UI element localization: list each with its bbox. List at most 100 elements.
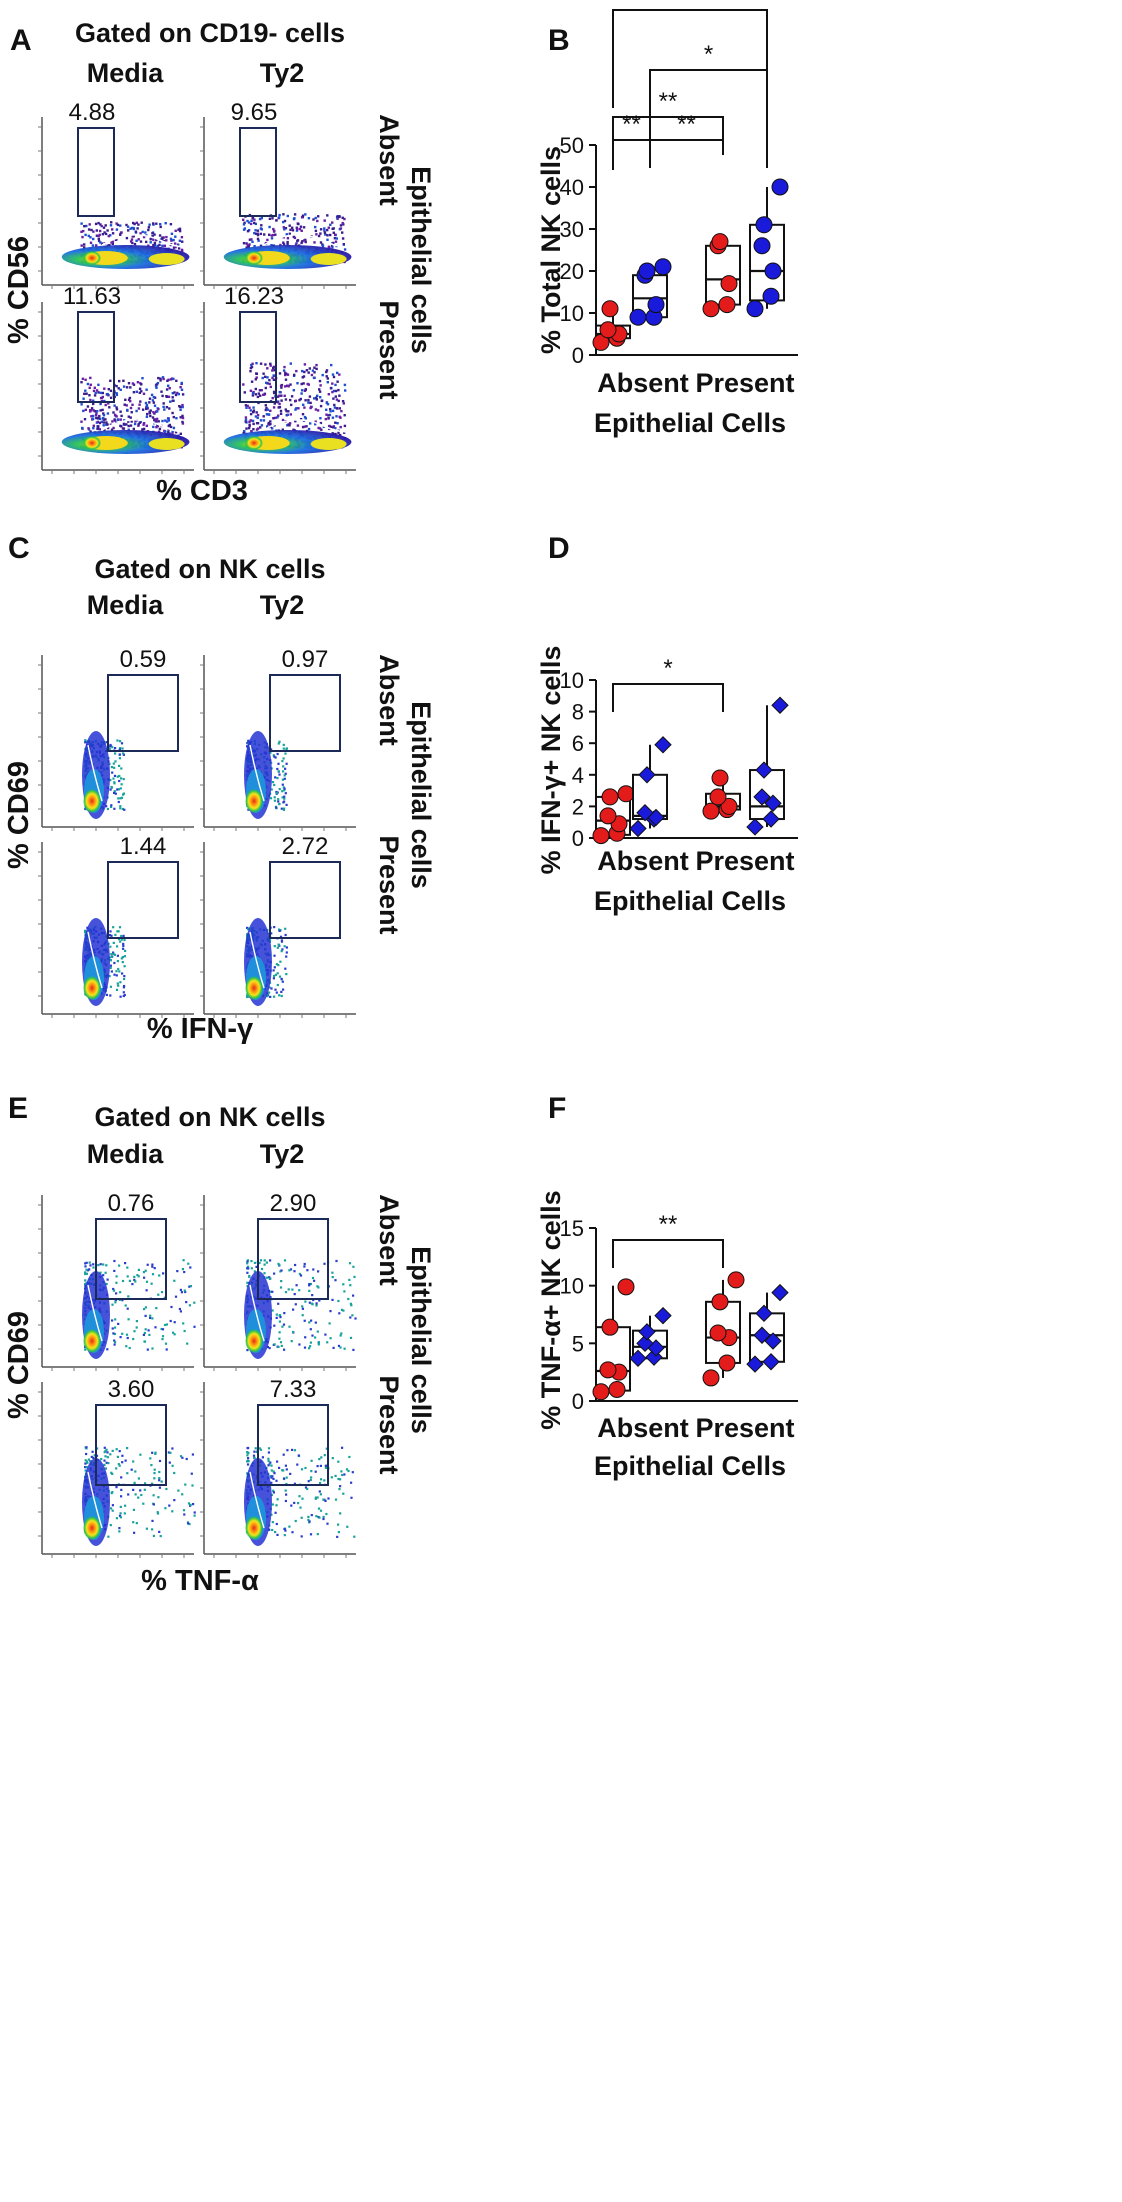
density-cloud bbox=[223, 213, 365, 269]
y-tick-label: 4 bbox=[572, 763, 584, 788]
flow-y-axis-label: % CD69 bbox=[3, 761, 35, 869]
data-point bbox=[601, 300, 619, 318]
data-point bbox=[629, 1349, 647, 1368]
gate-percentage: 2.72 bbox=[282, 833, 329, 860]
data-point bbox=[746, 818, 764, 836]
data-point bbox=[746, 300, 764, 318]
side-label-epithelial-cells: Epithelial cells bbox=[406, 166, 436, 354]
flow-plot: 0.59 bbox=[38, 646, 194, 831]
box-present-ty2 bbox=[746, 178, 789, 318]
flow-plot: 16.23 bbox=[200, 283, 365, 474]
column-label-ty2: Ty2 bbox=[260, 58, 305, 88]
gate-percentage: 4.88 bbox=[69, 99, 116, 126]
flow-plot: 0.97 bbox=[200, 646, 356, 831]
significance-bracket: ** bbox=[612, 111, 651, 170]
gate-percentage: 3.60 bbox=[108, 1376, 155, 1403]
data-point bbox=[608, 1380, 626, 1398]
column-label-media: Media bbox=[87, 58, 165, 88]
group-label-present: Present bbox=[695, 1413, 794, 1443]
box-absent-ty2 bbox=[629, 258, 672, 326]
row-label-absent: Absent bbox=[374, 114, 404, 206]
box-iqr bbox=[705, 244, 741, 306]
data-point bbox=[636, 804, 654, 822]
data-point bbox=[592, 827, 610, 845]
significance-bracket: * bbox=[649, 41, 768, 168]
flow-x-axis-label: % IFN-γ bbox=[147, 1013, 254, 1045]
density-cloud bbox=[82, 1446, 196, 1546]
data-point bbox=[720, 275, 738, 293]
y-axis-title: % TNF-α+ NK cells bbox=[536, 1190, 566, 1429]
data-point bbox=[727, 1271, 745, 1289]
group-label-present: Present bbox=[695, 368, 794, 398]
box-plot-panel-b: 0 10 20 30 40 50% Total NK cells Absent Present… bbox=[536, 0, 798, 438]
group-label-absent: Absent bbox=[597, 368, 689, 398]
significance-bracket: ** bbox=[612, 1211, 724, 1268]
significance-bracket: * bbox=[612, 655, 724, 712]
data-point bbox=[709, 788, 727, 806]
gate-box bbox=[269, 674, 341, 752]
flow-plot: 2.72 bbox=[200, 833, 356, 1018]
gate-percentage: 0.76 bbox=[108, 1190, 155, 1217]
y-tick-label: 10 bbox=[560, 668, 584, 693]
gate-box bbox=[269, 861, 341, 939]
y-tick-label: 0 bbox=[572, 343, 584, 368]
row-label-present: Present bbox=[374, 300, 404, 399]
x-axis-title: Epithelial Cells bbox=[594, 1451, 786, 1481]
panel-letter-f: F bbox=[548, 1092, 566, 1125]
data-point bbox=[764, 794, 782, 812]
gate-box bbox=[107, 674, 179, 752]
data-point bbox=[718, 1354, 736, 1372]
data-point bbox=[636, 1334, 654, 1353]
y-tick-label: 0 bbox=[572, 826, 584, 851]
data-point bbox=[755, 761, 773, 779]
flow-panel-e: Gated on NK cells Media Ty2 % CD69 % TNF-α Ab… bbox=[3, 1102, 436, 1597]
data-point bbox=[711, 769, 729, 787]
data-point bbox=[645, 1348, 663, 1366]
gate-box bbox=[95, 1218, 167, 1300]
data-point bbox=[629, 308, 647, 326]
density-cloud bbox=[82, 731, 126, 819]
data-point bbox=[599, 807, 617, 825]
gate-box bbox=[107, 861, 179, 939]
significance-label: * bbox=[704, 41, 713, 68]
y-axis-title: % IFN-γ+ NK cells bbox=[536, 646, 566, 875]
data-point bbox=[771, 1283, 789, 1302]
data-point bbox=[711, 1293, 729, 1311]
significance-label: ** bbox=[659, 1211, 678, 1238]
flow-x-axis-label: % TNF-α bbox=[141, 1565, 259, 1597]
data-point bbox=[647, 296, 665, 314]
data-point bbox=[638, 766, 656, 784]
significance-label: * bbox=[685, 0, 694, 8]
data-point bbox=[762, 287, 780, 305]
group-label-present: Present bbox=[695, 846, 794, 876]
column-label-ty2: Ty2 bbox=[260, 590, 305, 620]
box-plot-panel-f: 0 5 10 15% TNF-α+ NK cells Absent Present Epit… bbox=[536, 1190, 798, 1481]
y-tick-label: 8 bbox=[572, 700, 584, 725]
row-label-absent: Absent bbox=[374, 1194, 404, 1286]
data-point bbox=[702, 802, 720, 820]
group-label-absent: Absent bbox=[597, 846, 689, 876]
y-tick-label: 50 bbox=[560, 133, 584, 158]
flow-plot: 4.88 bbox=[38, 99, 203, 289]
box-present-media bbox=[702, 769, 741, 820]
group-label-absent: Absent bbox=[597, 1413, 689, 1443]
flow-x-axis-label: % CD3 bbox=[156, 475, 248, 507]
box-absent-media bbox=[592, 300, 631, 351]
gate-percentage: 2.90 bbox=[270, 1190, 317, 1217]
data-point bbox=[753, 1326, 771, 1344]
gate-percentage: 7.33 bbox=[270, 1376, 317, 1403]
data-point bbox=[711, 233, 729, 251]
flow-cytometry-layer: Gated on CD19- cells Media Ty2 % CD56 % CD3 A… bbox=[3, 18, 436, 1597]
density-cloud bbox=[244, 731, 288, 819]
box-iqr bbox=[595, 1326, 631, 1392]
data-point bbox=[599, 1361, 617, 1379]
y-axis-title: % Total NK cells bbox=[536, 146, 566, 354]
panel-letter-b: B bbox=[548, 24, 570, 57]
flow-plot: 3.60 bbox=[38, 1376, 196, 1558]
significance-bracket: * bbox=[612, 0, 768, 108]
gate-box bbox=[257, 1404, 329, 1486]
gate-box bbox=[77, 127, 115, 217]
flow-plot: 1.44 bbox=[38, 833, 194, 1018]
